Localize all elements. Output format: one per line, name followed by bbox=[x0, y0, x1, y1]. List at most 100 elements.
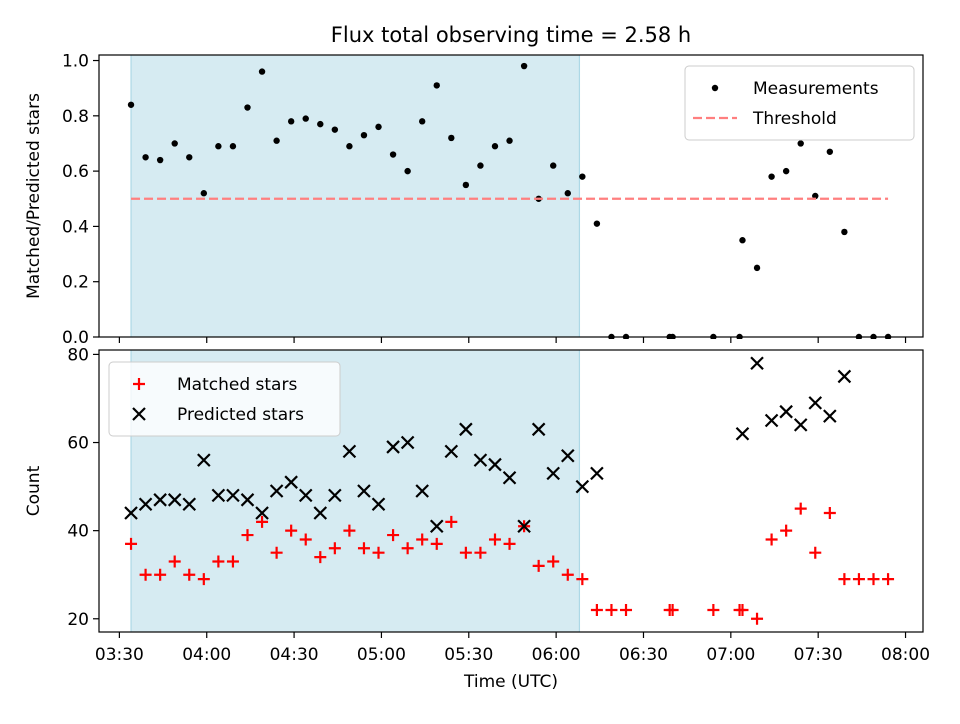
matched-star-point bbox=[666, 603, 679, 616]
predicted-star-point bbox=[400, 435, 415, 450]
measurement-point bbox=[244, 104, 251, 111]
predicted-star-point bbox=[255, 506, 269, 520]
predicted-star-point bbox=[153, 493, 167, 507]
predicted-star-point bbox=[488, 457, 502, 472]
x-tick-label: 03:30 bbox=[95, 645, 144, 665]
axes-frame bbox=[98, 349, 924, 633]
predicted-star-point bbox=[124, 506, 138, 520]
measurement-point bbox=[739, 237, 746, 244]
predicted-star-point bbox=[590, 466, 604, 481]
legend-box bbox=[108, 361, 341, 437]
legend-label: Matched stars bbox=[177, 375, 297, 395]
y-tick-label: 60 bbox=[67, 434, 89, 454]
predicted-star-point bbox=[444, 444, 459, 459]
matched-star-point bbox=[197, 573, 210, 586]
observing-window-shade bbox=[131, 55, 580, 337]
x-tick-label: 05:30 bbox=[444, 645, 493, 665]
measurement-point bbox=[127, 101, 135, 108]
predicted-star-point bbox=[138, 497, 153, 511]
predicted-star-point bbox=[182, 497, 197, 511]
measurement-point bbox=[142, 154, 149, 161]
matched-star-point bbox=[736, 603, 749, 616]
legend-marker-matched bbox=[133, 378, 145, 390]
legend-label: Predicted stars bbox=[177, 405, 304, 425]
matched-star-point bbox=[314, 551, 327, 564]
measurement-point bbox=[491, 143, 499, 150]
ratio-panel: 0.0 0.2 0.4 0.6 0.8 1.0 Matched/Predicted star… bbox=[24, 52, 924, 348]
predicted-star-point bbox=[473, 453, 488, 467]
legend-label: Measurements bbox=[753, 79, 879, 99]
matched-star-point bbox=[357, 542, 370, 555]
matched-star-point bbox=[488, 533, 501, 546]
matched-star-point bbox=[125, 537, 138, 550]
matched-star-point bbox=[780, 524, 793, 537]
predicted-star-point bbox=[167, 493, 182, 507]
matched-star-point bbox=[765, 533, 778, 546]
count-panel: 20 40 60 80 03:30 04:00 04:30 05:00 05:30 06:00 06… bbox=[24, 345, 930, 692]
x-tick-label: 05:00 bbox=[357, 645, 406, 665]
measurement-point bbox=[215, 143, 222, 150]
x-tick-label: 04:00 bbox=[182, 645, 231, 665]
matched-star-point bbox=[328, 542, 341, 555]
matched-star-point bbox=[561, 568, 574, 581]
matched-star-point bbox=[256, 515, 269, 528]
measurement-point bbox=[768, 173, 775, 180]
y-tick-label: 0.0 bbox=[62, 328, 89, 348]
predicted-star-point bbox=[502, 471, 517, 485]
matched-star-point bbox=[532, 559, 545, 572]
measurement-point bbox=[389, 151, 397, 158]
measurement-point bbox=[360, 131, 368, 139]
measurement-point bbox=[797, 140, 804, 147]
predicted-star-point bbox=[837, 369, 852, 384]
y-tick-label: 0.2 bbox=[62, 273, 89, 293]
matched-star-point bbox=[823, 507, 836, 520]
y-axis-label: Count bbox=[24, 465, 44, 516]
y-axis-label: Matched/Predicted stars bbox=[24, 93, 44, 299]
x-axis-label: Time (UTC) bbox=[463, 672, 558, 692]
predicted-star-point bbox=[531, 422, 546, 437]
y-tick-label: 0.4 bbox=[62, 217, 89, 237]
predicted-star-point bbox=[808, 396, 823, 410]
measurement-point bbox=[186, 154, 193, 161]
predicted-star-point bbox=[546, 466, 560, 481]
measurement-point bbox=[302, 115, 309, 122]
measurement-point bbox=[593, 220, 601, 227]
matched-star-point bbox=[794, 502, 807, 515]
matched-star-point bbox=[401, 542, 414, 555]
matched-star-point bbox=[547, 555, 560, 568]
measurement-point bbox=[520, 62, 528, 70]
matched-star-point bbox=[576, 573, 589, 586]
matched-star-point bbox=[241, 529, 254, 542]
matched-star-point bbox=[343, 524, 356, 537]
matched-star-point bbox=[139, 568, 152, 581]
legend-marker-predicted bbox=[132, 407, 146, 421]
measurement-point bbox=[156, 156, 164, 164]
matched-star-point bbox=[387, 529, 400, 542]
matched-star-point bbox=[226, 555, 239, 568]
measurement-point bbox=[317, 120, 324, 128]
matched-star-point bbox=[372, 546, 385, 559]
measurement-point bbox=[753, 264, 761, 272]
x-tick-label: 07:30 bbox=[794, 645, 843, 665]
matched-star-point bbox=[503, 537, 516, 550]
matched-star-point bbox=[838, 573, 851, 586]
measurement-point bbox=[477, 162, 484, 169]
measurement-point bbox=[404, 167, 411, 175]
y-tick-label: 40 bbox=[67, 522, 89, 542]
measurement-point bbox=[462, 181, 470, 189]
predicted-star-point bbox=[429, 519, 444, 534]
matched-star-point bbox=[285, 524, 298, 537]
y-tick-label: 80 bbox=[67, 345, 89, 365]
measurement-point bbox=[287, 118, 295, 125]
measurement-point bbox=[433, 82, 440, 89]
predicted-star-point bbox=[415, 484, 429, 498]
y-tick-label: 0.8 bbox=[62, 107, 89, 127]
axes-frame bbox=[98, 54, 924, 338]
measurement-point bbox=[564, 190, 571, 197]
predicted-star-point bbox=[313, 506, 328, 520]
measurement-point bbox=[258, 68, 266, 75]
plot-area bbox=[124, 356, 895, 625]
measurement-point bbox=[273, 137, 280, 144]
